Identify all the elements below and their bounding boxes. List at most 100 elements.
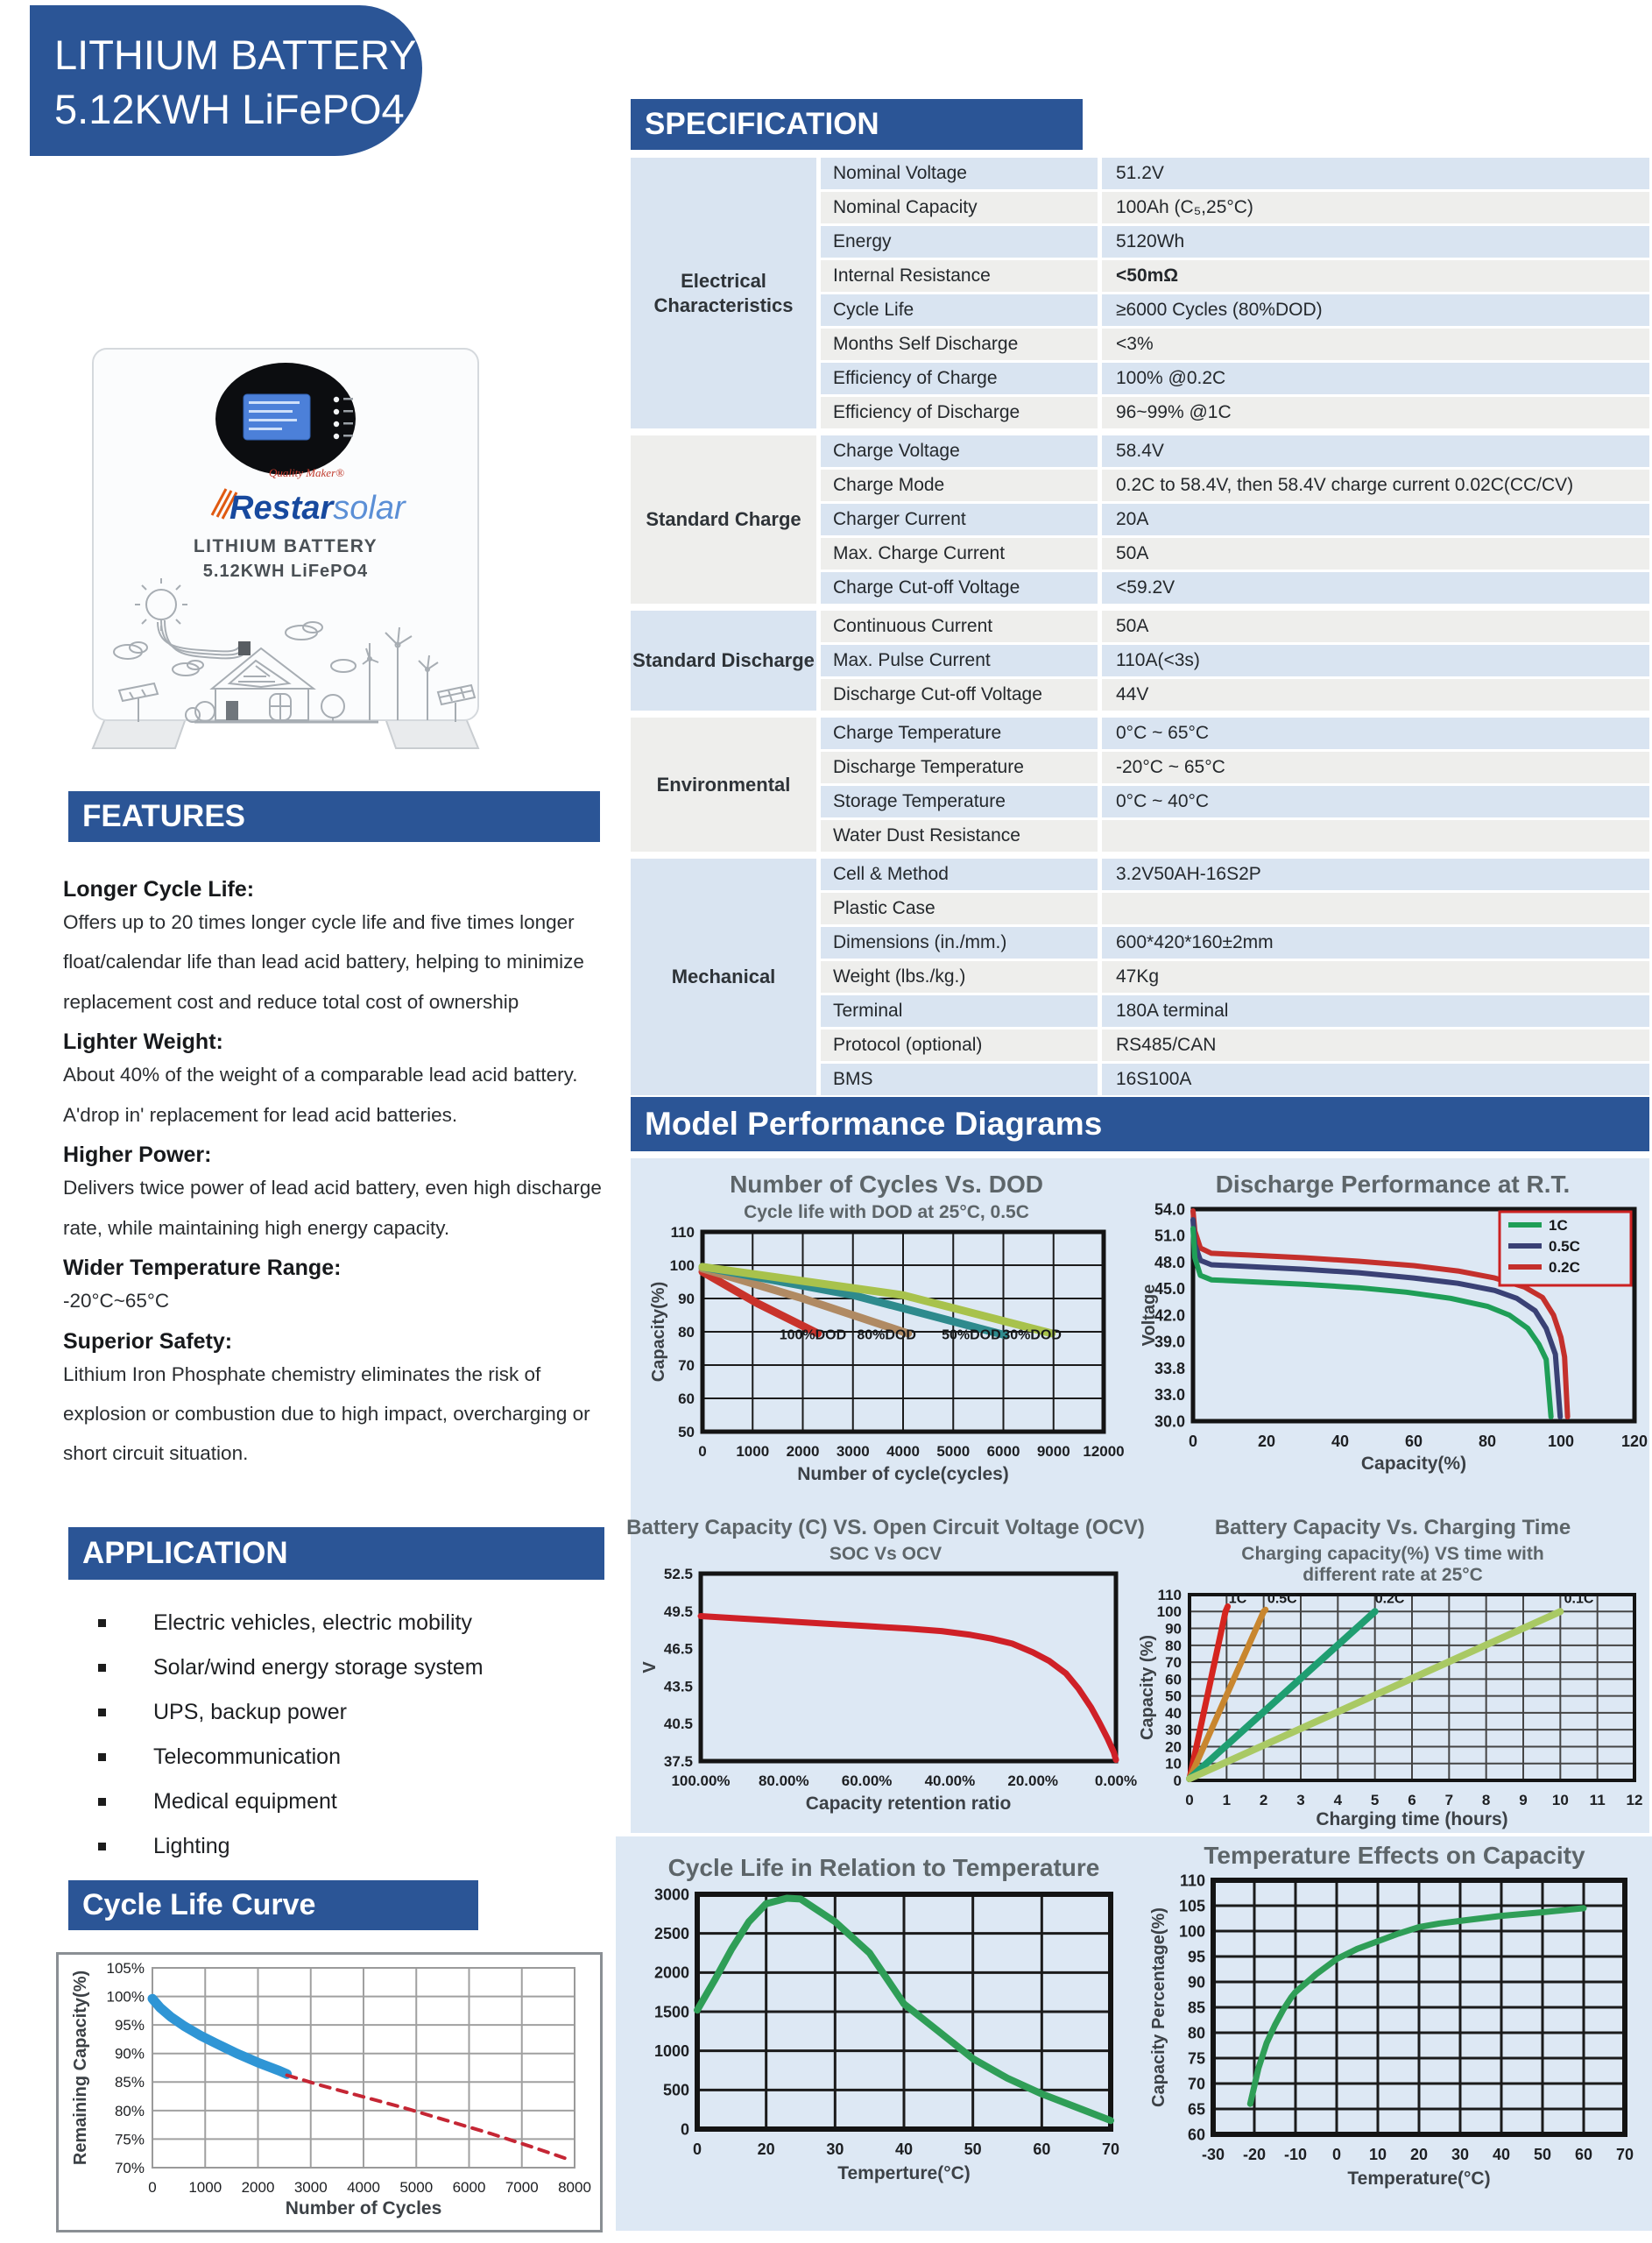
- bullet-icon: [98, 1843, 106, 1850]
- legend-label: 1C: [1549, 1217, 1568, 1234]
- tick-labels: -30 -20 -10 0 10 20 30 40 50 60 70 60 65 70 75 80 85 90 95…: [1179, 1872, 1634, 2163]
- gridlines: [695, 1893, 1112, 2131]
- spec-value: 47Kg: [1102, 961, 1649, 993]
- series-capacity: [1246, 1905, 1587, 2107]
- svg-text:0: 0: [1174, 1772, 1182, 1789]
- svg-text:20: 20: [1410, 2146, 1428, 2163]
- spec-section: Standard Charge Charge Voltage 58.4V Charge…: [631, 435, 1649, 604]
- spec-row: Charge Temperature 0°C ~ 65°C: [821, 718, 1649, 749]
- svg-text:90: 90: [1188, 1973, 1205, 1991]
- svg-text:65: 65: [1188, 2100, 1205, 2118]
- series-label: 80%DOD: [857, 1327, 916, 1342]
- svg-text:54.0: 54.0: [1154, 1200, 1185, 1218]
- svg-text:80: 80: [1165, 1638, 1182, 1654]
- plot-border: [1190, 1206, 1637, 1424]
- spec-row: Continuous Current 50A: [821, 611, 1649, 642]
- application-header: APPLICATION: [68, 1527, 604, 1580]
- svg-text:60: 60: [1033, 2140, 1050, 2158]
- svg-text:11: 11: [1590, 1792, 1606, 1808]
- spec-param: Nominal Capacity: [821, 192, 1098, 223]
- spec-param: Weight (lbs./kg.): [821, 961, 1098, 993]
- battery-label-line2: 5.12KWH LiFePO4: [203, 562, 368, 581]
- application-item: UPS, backup power: [98, 1700, 589, 1725]
- spec-row: Terminal 180A terminal: [821, 995, 1649, 1027]
- svg-text:10: 10: [1165, 1756, 1182, 1772]
- svg-text:60.00%: 60.00%: [842, 1772, 893, 1789]
- chart-plot: 0 20 30 40 50 60 70 0 500 1000 1500 2000 2500 3000 Tem…: [654, 1886, 1119, 2183]
- plot-border: [1211, 1878, 1627, 2137]
- tick-labels: 0 1000 2000 3000 4000 5000 6000 9000 12000 50 60 70…: [670, 1224, 1125, 1460]
- chart-subtitle: Charging capacity(%) VS time with: [1241, 1544, 1544, 1564]
- svg-text:1000: 1000: [736, 1443, 769, 1460]
- svg-text:0: 0: [1332, 2146, 1341, 2163]
- spec-param: Cycle Life: [821, 294, 1098, 326]
- tick-labels: 0 1000 2000 3000 4000 5000 6000 7000 8000 70% 75% 8…: [107, 1960, 591, 2196]
- spec-value: 50A: [1102, 611, 1649, 642]
- chart-capacity-vs-charging-time: Battery Capacity Vs. Charging Time Charg…: [1137, 1516, 1648, 1833]
- x-axis-label: Charging time (hours): [1316, 1809, 1507, 1829]
- svg-text:5000: 5000: [399, 2179, 433, 2196]
- spec-param: Charge Temperature: [821, 718, 1098, 749]
- svg-text:-20: -20: [1243, 2146, 1266, 2163]
- svg-text:95: 95: [1188, 1948, 1205, 1965]
- svg-text:70: 70: [1165, 1654, 1182, 1671]
- svg-text:5000: 5000: [936, 1443, 970, 1460]
- bullet-icon: [98, 1798, 106, 1806]
- gridlines: [1211, 1879, 1627, 2136]
- spec-param: Charge Mode: [821, 470, 1098, 501]
- svg-text:10: 10: [1369, 2146, 1387, 2163]
- svg-text:110: 110: [1180, 1872, 1205, 1889]
- features-title: FEATURES: [82, 799, 246, 833]
- spec-param: Discharge Temperature: [821, 752, 1098, 783]
- svg-text:60: 60: [1188, 2126, 1205, 2143]
- specification-header: SPECIFICATION: [631, 99, 1083, 150]
- svg-text:52.5: 52.5: [664, 1566, 693, 1582]
- svg-text:500: 500: [663, 2082, 689, 2099]
- svg-text:30: 30: [1165, 1722, 1182, 1738]
- bullet-icon: [98, 1664, 106, 1672]
- feature-body: -20°C~65°C: [63, 1290, 170, 1313]
- plot-border: [1188, 1593, 1636, 1782]
- tick-labels: 0 1 2 3 4 5 6 7 8 9 10 11 12010203040506070809010011…: [1157, 1587, 1643, 1808]
- bullet-icon: [98, 1619, 106, 1627]
- svg-text:1000: 1000: [188, 2179, 222, 2196]
- chart-temperature-effects: Temperature Effects on Capacity -30 -20 -1…: [1141, 1842, 1648, 2192]
- y-axis-label: Capacity Percentage(%): [1149, 1907, 1168, 2107]
- svg-text:85: 85: [1188, 1999, 1205, 2016]
- plot-border: [152, 1967, 575, 2169]
- chart-plot: 0 1 2 3 4 5 6 7 8 9 10 11 12010203040506070809010011…: [1138, 1587, 1643, 1829]
- svg-text:9: 9: [1519, 1792, 1527, 1808]
- chart-title: Number of Cycles Vs. DOD: [730, 1171, 1043, 1198]
- series-tested: [147, 1993, 293, 2079]
- x-axis-label: Number of Cycles: [286, 2198, 442, 2218]
- chart-plot: -30 -20 -10 0 10 20 30 40 50 60 70 60 65 70 75 80 85 90 95…: [1149, 1872, 1634, 2189]
- application-item-label: Lighting: [153, 1834, 230, 1858]
- series-projected: [285, 2073, 571, 2162]
- brand-logo-accent: [210, 488, 238, 520]
- application-item-label: Telecommunication: [153, 1744, 341, 1769]
- spec-row: Charge Cut-off Voltage <59.2V: [821, 572, 1649, 604]
- svg-text:90: 90: [678, 1291, 695, 1307]
- spec-value: 5120Wh: [1102, 226, 1649, 258]
- svg-text:75: 75: [1188, 2049, 1205, 2067]
- chart-cycle-life-vs-temperature: Cycle Life in Relation to Temperature 0 2…: [631, 1854, 1137, 2187]
- spec-param: Charger Current: [821, 504, 1098, 535]
- x-axis-label: Temperature(°C): [1347, 2169, 1490, 2189]
- charts-panel-top: [631, 1158, 1649, 1833]
- spec-param: Terminal: [821, 995, 1098, 1027]
- svg-text:0: 0: [148, 2179, 156, 2196]
- spec-value: 51.2V: [1102, 158, 1649, 189]
- chart-title: Battery Capacity Vs. Charging Time: [1214, 1516, 1571, 1539]
- spec-value: -20°C ~ 65°C: [1102, 752, 1649, 783]
- series-label: 30%DOD: [1002, 1327, 1062, 1342]
- spec-row: Weight (lbs./kg.) 47Kg: [821, 961, 1649, 993]
- svg-text:2000: 2000: [787, 1443, 820, 1460]
- spec-category: Mechanical: [631, 859, 816, 1095]
- cycle-life-header: Cycle Life Curve: [68, 1880, 478, 1930]
- spec-row: Water Dust Resistance: [821, 820, 1649, 852]
- spec-row: BMS 16S100A: [821, 1064, 1649, 1095]
- chart-subtitle: SOC Vs OCV: [829, 1544, 942, 1564]
- svg-text:30: 30: [826, 2140, 844, 2158]
- battery-lcd-text-lines: [249, 401, 300, 430]
